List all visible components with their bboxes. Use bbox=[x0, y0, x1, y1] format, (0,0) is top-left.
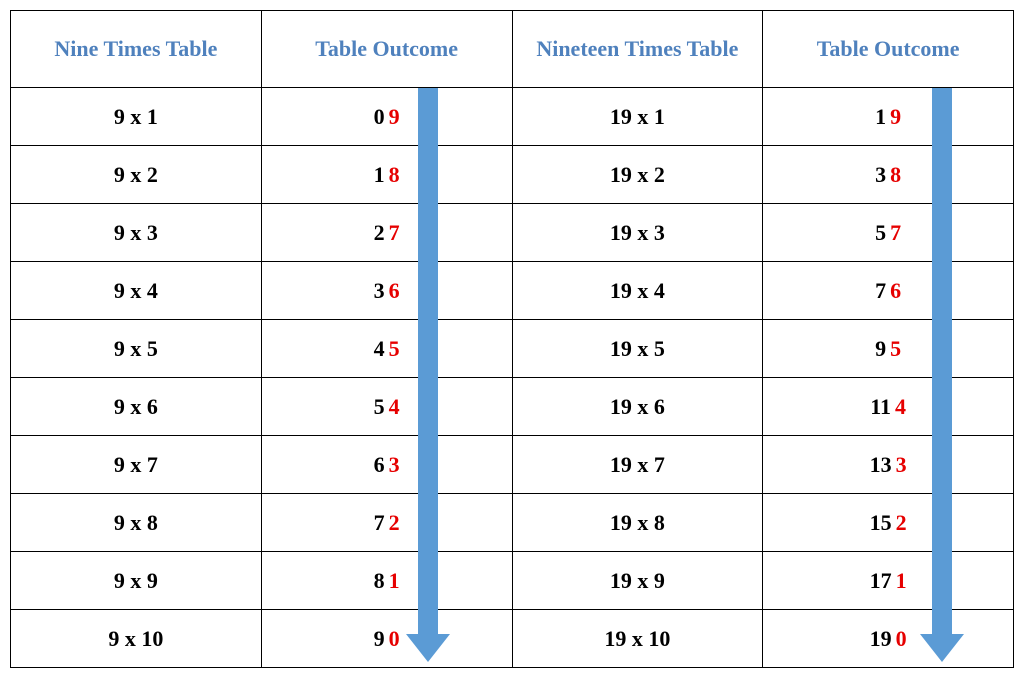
nine-outcome: 36 bbox=[261, 262, 512, 320]
header-outcome-1: Table Outcome bbox=[261, 11, 512, 88]
outcome-prefix: 9 bbox=[875, 336, 890, 361]
nineteen-expression: 19 x 3 bbox=[512, 204, 763, 262]
nine-expression: 9 x 2 bbox=[11, 146, 262, 204]
outcome-last-digit: 2 bbox=[389, 510, 400, 535]
nine-expression: 9 x 4 bbox=[11, 262, 262, 320]
nineteen-expression: 19 x 10 bbox=[512, 610, 763, 668]
table-row: 9 x 109019 x 10190 bbox=[11, 610, 1014, 668]
outcome-prefix: 9 bbox=[374, 626, 389, 651]
outcome-prefix: 15 bbox=[870, 510, 896, 535]
outcome-prefix: 6 bbox=[374, 452, 389, 477]
nineteen-outcome: 152 bbox=[763, 494, 1014, 552]
table-row: 9 x 76319 x 7133 bbox=[11, 436, 1014, 494]
nineteen-expression: 19 x 7 bbox=[512, 436, 763, 494]
header-nineteen-times: Nineteen Times Table bbox=[512, 11, 763, 88]
table-row: 9 x 87219 x 8152 bbox=[11, 494, 1014, 552]
nine-expression: 9 x 3 bbox=[11, 204, 262, 262]
outcome-last-digit: 7 bbox=[890, 220, 901, 245]
nineteen-outcome: 114 bbox=[763, 378, 1014, 436]
outcome-last-digit: 0 bbox=[896, 626, 907, 651]
nine-expression: 9 x 5 bbox=[11, 320, 262, 378]
outcome-last-digit: 5 bbox=[890, 336, 901, 361]
outcome-last-digit: 8 bbox=[890, 162, 901, 187]
table-row: 9 x 10919 x 119 bbox=[11, 88, 1014, 146]
outcome-prefix: 1 bbox=[374, 162, 389, 187]
nine-outcome: 45 bbox=[261, 320, 512, 378]
outcome-prefix: 8 bbox=[374, 568, 389, 593]
outcome-prefix: 5 bbox=[374, 394, 389, 419]
outcome-last-digit: 3 bbox=[389, 452, 400, 477]
nineteen-outcome: 19 bbox=[763, 88, 1014, 146]
nineteen-expression: 19 x 9 bbox=[512, 552, 763, 610]
outcome-last-digit: 9 bbox=[890, 104, 901, 129]
outcome-last-digit: 9 bbox=[389, 104, 400, 129]
nine-outcome: 27 bbox=[261, 204, 512, 262]
outcome-last-digit: 4 bbox=[389, 394, 400, 419]
table-row: 9 x 21819 x 238 bbox=[11, 146, 1014, 204]
nine-expression: 9 x 10 bbox=[11, 610, 262, 668]
outcome-last-digit: 6 bbox=[890, 278, 901, 303]
nine-outcome: 63 bbox=[261, 436, 512, 494]
nine-outcome: 18 bbox=[261, 146, 512, 204]
table-row: 9 x 43619 x 476 bbox=[11, 262, 1014, 320]
outcome-prefix: 19 bbox=[870, 626, 896, 651]
outcome-prefix: 4 bbox=[374, 336, 389, 361]
outcome-prefix: 11 bbox=[870, 394, 895, 419]
outcome-last-digit: 1 bbox=[896, 568, 907, 593]
nineteen-expression: 19 x 4 bbox=[512, 262, 763, 320]
nineteen-outcome: 95 bbox=[763, 320, 1014, 378]
table-row: 9 x 65419 x 6114 bbox=[11, 378, 1014, 436]
nine-outcome: 72 bbox=[261, 494, 512, 552]
header-outcome-2: Table Outcome bbox=[763, 11, 1014, 88]
outcome-prefix: 2 bbox=[374, 220, 389, 245]
outcome-last-digit: 2 bbox=[896, 510, 907, 535]
outcome-prefix: 1 bbox=[875, 104, 890, 129]
table-row: 9 x 32719 x 357 bbox=[11, 204, 1014, 262]
nine-outcome: 81 bbox=[261, 552, 512, 610]
nine-outcome: 54 bbox=[261, 378, 512, 436]
nineteen-outcome: 133 bbox=[763, 436, 1014, 494]
nineteen-outcome: 57 bbox=[763, 204, 1014, 262]
header-nine-times: Nine Times Table bbox=[11, 11, 262, 88]
nineteen-outcome: 171 bbox=[763, 552, 1014, 610]
table-row: 9 x 54519 x 595 bbox=[11, 320, 1014, 378]
outcome-prefix: 7 bbox=[875, 278, 890, 303]
outcome-last-digit: 0 bbox=[389, 626, 400, 651]
outcome-prefix: 0 bbox=[374, 104, 389, 129]
nine-expression: 9 x 6 bbox=[11, 378, 262, 436]
nineteen-expression: 19 x 5 bbox=[512, 320, 763, 378]
nine-expression: 9 x 7 bbox=[11, 436, 262, 494]
outcome-last-digit: 7 bbox=[389, 220, 400, 245]
nine-expression: 9 x 8 bbox=[11, 494, 262, 552]
outcome-last-digit: 3 bbox=[896, 452, 907, 477]
arrow-down-icon bbox=[418, 88, 438, 636]
times-table: Nine Times Table Table Outcome Nineteen … bbox=[10, 10, 1014, 668]
table-row: 9 x 98119 x 9171 bbox=[11, 552, 1014, 610]
outcome-last-digit: 5 bbox=[389, 336, 400, 361]
nineteen-outcome: 76 bbox=[763, 262, 1014, 320]
outcome-prefix: 5 bbox=[875, 220, 890, 245]
nineteen-outcome: 190 bbox=[763, 610, 1014, 668]
nineteen-expression: 19 x 1 bbox=[512, 88, 763, 146]
nineteen-expression: 19 x 8 bbox=[512, 494, 763, 552]
nine-outcome: 90 bbox=[261, 610, 512, 668]
outcome-prefix: 7 bbox=[374, 510, 389, 535]
outcome-last-digit: 8 bbox=[389, 162, 400, 187]
outcome-prefix: 3 bbox=[875, 162, 890, 187]
nine-expression: 9 x 9 bbox=[11, 552, 262, 610]
outcome-last-digit: 6 bbox=[389, 278, 400, 303]
outcome-last-digit: 1 bbox=[389, 568, 400, 593]
nineteen-expression: 19 x 2 bbox=[512, 146, 763, 204]
arrow-down-icon bbox=[932, 88, 952, 636]
outcome-prefix: 13 bbox=[870, 452, 896, 477]
header-row: Nine Times Table Table Outcome Nineteen … bbox=[11, 11, 1014, 88]
times-table-container: Nine Times Table Table Outcome Nineteen … bbox=[10, 10, 1014, 668]
outcome-prefix: 3 bbox=[374, 278, 389, 303]
outcome-last-digit: 4 bbox=[895, 394, 906, 419]
nineteen-outcome: 38 bbox=[763, 146, 1014, 204]
nineteen-expression: 19 x 6 bbox=[512, 378, 763, 436]
outcome-prefix: 17 bbox=[870, 568, 896, 593]
nine-expression: 9 x 1 bbox=[11, 88, 262, 146]
nine-outcome: 09 bbox=[261, 88, 512, 146]
